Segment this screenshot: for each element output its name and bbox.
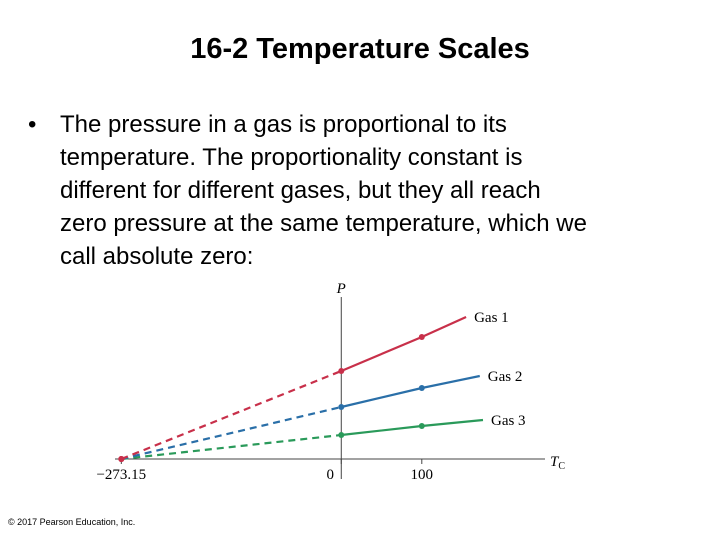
bullet-mark: • [28, 111, 36, 138]
data-point [118, 456, 125, 462]
bullet-line: different for different gases, but they … [60, 177, 541, 204]
series-line-extrapolated [121, 433, 342, 461]
series-line [340, 315, 467, 373]
data-point [338, 404, 345, 410]
bullet-line: temperature. The proportionality constan… [60, 144, 522, 171]
slide-title: 16-2 Temperature Scales [190, 33, 530, 65]
x-tick-label: −273.15 [96, 467, 146, 483]
bullet-line: call absolute zero: [60, 243, 253, 270]
legend-label: Gas 3 [491, 413, 526, 429]
legend-label: Gas 1 [474, 310, 509, 326]
bullet-line: The pressure in a gas is proportional to… [60, 111, 507, 138]
x-tick-label: 0 [327, 467, 335, 483]
series-line [341, 374, 480, 409]
series-line [341, 418, 484, 437]
x-tick-label: 100 [411, 467, 434, 483]
data-point [418, 385, 425, 391]
bullet-line: zero pressure at the same temperature, w… [60, 210, 587, 237]
legend-label: Gas 2 [488, 369, 523, 385]
x-axis-label: TC [550, 454, 565, 472]
x-axis-label-main: T [550, 454, 560, 470]
x-axis-label-subscript: C [558, 461, 565, 472]
data-point [338, 368, 345, 374]
data-point [338, 432, 345, 438]
data-point [418, 423, 425, 429]
copyright: © 2017 Pearson Education, Inc. [8, 517, 135, 527]
series-line-extrapolated [121, 405, 342, 461]
y-axis-label: P [336, 281, 346, 297]
series-line-extrapolated [120, 369, 342, 461]
data-point [418, 334, 425, 340]
